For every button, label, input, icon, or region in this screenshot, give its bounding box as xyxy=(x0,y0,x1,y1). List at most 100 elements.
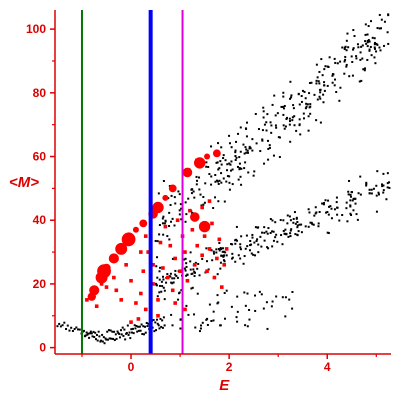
red-small-point xyxy=(143,234,148,238)
black-point xyxy=(243,167,246,170)
black-point xyxy=(117,331,120,334)
x-tick-label: 4 xyxy=(324,360,331,374)
black-point xyxy=(376,27,379,30)
black-point xyxy=(222,157,225,160)
black-point xyxy=(179,318,182,321)
black-point xyxy=(280,234,283,237)
black-point xyxy=(380,18,383,21)
black-point xyxy=(104,337,107,340)
black-point xyxy=(185,274,188,277)
black-point xyxy=(295,216,298,219)
black-point xyxy=(147,322,150,325)
red-small-point xyxy=(94,304,99,309)
black-point xyxy=(163,324,166,327)
red-large-point xyxy=(168,184,177,193)
red-small-point xyxy=(224,247,229,251)
black-point xyxy=(212,250,215,253)
black-point xyxy=(287,235,290,238)
black-point xyxy=(271,103,274,106)
x-tick-label: 2 xyxy=(226,360,233,374)
black-point xyxy=(235,225,238,228)
black-point xyxy=(215,179,218,182)
black-point xyxy=(201,257,204,260)
black-point xyxy=(341,214,344,217)
black-point xyxy=(330,217,333,220)
black-point xyxy=(379,49,382,52)
black-point xyxy=(284,228,287,231)
black-point xyxy=(335,201,338,204)
black-point xyxy=(93,336,96,339)
black-point xyxy=(239,246,242,249)
black-point xyxy=(108,337,111,340)
black-point xyxy=(292,217,295,220)
black-point xyxy=(283,104,286,107)
black-point xyxy=(370,20,373,23)
black-point xyxy=(238,162,241,165)
black-point xyxy=(191,272,194,275)
black-point xyxy=(257,243,260,246)
black-point xyxy=(326,65,329,68)
black-point xyxy=(162,233,165,236)
black-point xyxy=(265,230,268,233)
black-point xyxy=(239,248,242,251)
black-point xyxy=(317,80,320,83)
black-point xyxy=(177,298,180,301)
black-point xyxy=(144,325,147,328)
black-point xyxy=(272,230,275,233)
black-point xyxy=(298,123,301,126)
black-point xyxy=(217,182,220,185)
black-point xyxy=(100,339,103,342)
red-large-point xyxy=(152,201,164,214)
black-point xyxy=(268,144,271,147)
black-point xyxy=(336,62,339,65)
black-point xyxy=(173,277,176,280)
black-point xyxy=(158,291,161,294)
black-point xyxy=(223,317,226,320)
black-point xyxy=(290,228,293,231)
black-point xyxy=(246,121,249,124)
black-point xyxy=(239,126,242,129)
black-point xyxy=(326,231,329,234)
black-point xyxy=(231,252,234,255)
black-point xyxy=(366,58,369,61)
black-point xyxy=(347,193,350,196)
black-point xyxy=(274,114,277,117)
black-point xyxy=(164,219,167,222)
black-point xyxy=(323,89,326,92)
black-point xyxy=(157,192,160,195)
black-point xyxy=(317,222,320,225)
black-point xyxy=(274,236,277,239)
black-point xyxy=(216,273,219,276)
black-point xyxy=(375,210,378,213)
black-point xyxy=(254,254,257,257)
black-point xyxy=(217,168,220,171)
black-point xyxy=(254,294,257,297)
black-point xyxy=(159,266,162,269)
black-point xyxy=(373,41,376,44)
black-point xyxy=(94,338,97,341)
black-point xyxy=(234,242,237,245)
black-point xyxy=(368,192,371,195)
black-point xyxy=(171,277,174,280)
black-point xyxy=(321,74,324,77)
black-point xyxy=(319,91,322,94)
black-point xyxy=(288,117,291,120)
black-point xyxy=(162,215,165,218)
black-point xyxy=(193,275,196,278)
black-point xyxy=(288,215,291,218)
black-point xyxy=(354,197,357,200)
black-point xyxy=(143,333,146,336)
black-point xyxy=(356,218,359,221)
black-point xyxy=(239,175,242,178)
black-point xyxy=(174,273,177,276)
black-point xyxy=(196,292,199,295)
black-point xyxy=(153,330,156,333)
red-small-point xyxy=(183,250,187,254)
black-point xyxy=(78,328,81,331)
black-point xyxy=(307,225,310,228)
black-point xyxy=(300,100,303,103)
black-point xyxy=(376,43,379,46)
black-point xyxy=(238,167,241,170)
black-point xyxy=(343,60,346,63)
black-point xyxy=(194,326,197,329)
